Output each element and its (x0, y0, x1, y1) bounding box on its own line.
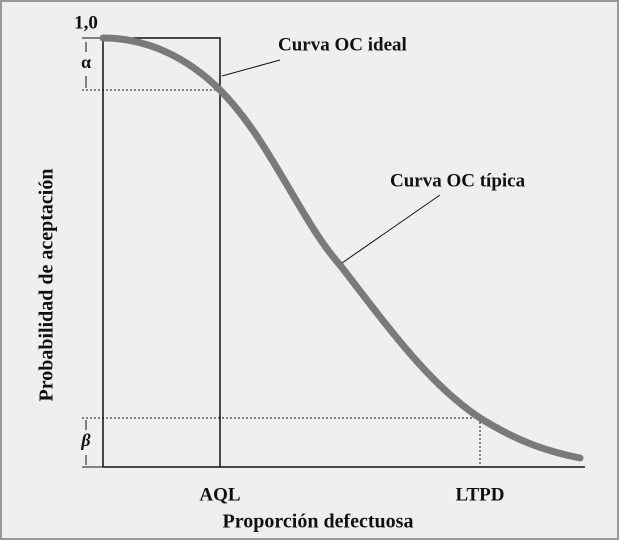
top-label: 1,0 (74, 12, 98, 33)
aql-label: AQL (199, 484, 240, 505)
y-axis-label: Probabilidad de aceptación (36, 169, 58, 402)
typical-label: Curva OC típica (390, 170, 526, 191)
typical-leader (341, 194, 441, 264)
x-axis-label: Proporción defectuosa (223, 511, 414, 533)
ltpd-label: LTPD (456, 484, 505, 505)
alpha-label: α (81, 52, 91, 72)
ideal-label: Curva OC ideal (278, 34, 407, 55)
typical-curve (99, 34, 584, 462)
ideal-curve (103, 37, 221, 467)
ideal-leader (221, 59, 281, 77)
beta-label: β (80, 430, 91, 450)
